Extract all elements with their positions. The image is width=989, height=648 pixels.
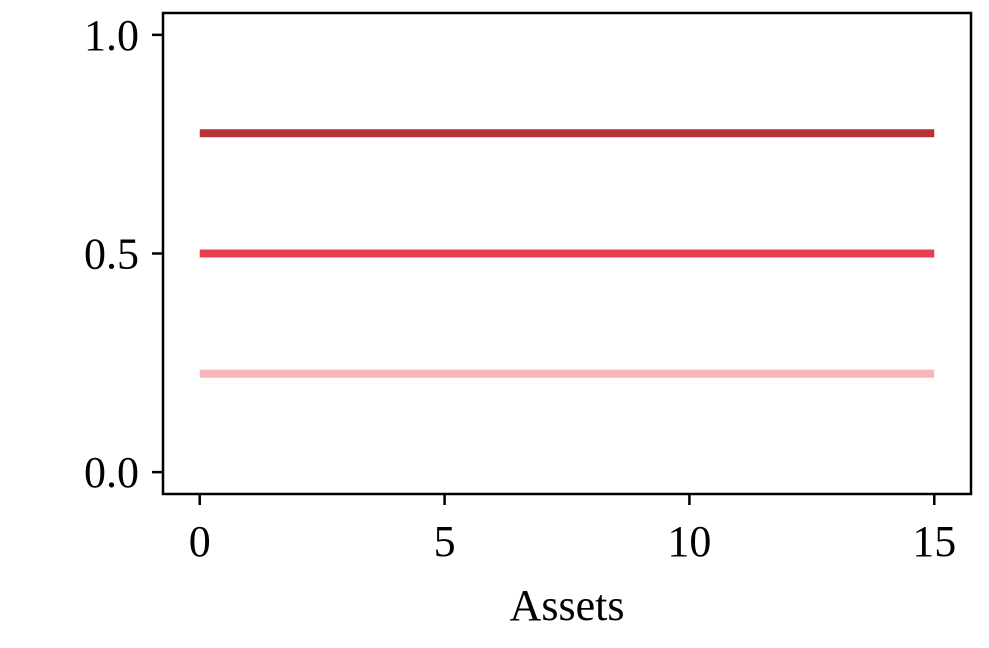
- y-axis: 0.0 0.5 1.0: [84, 11, 163, 497]
- y-tick-label: 0.5: [84, 230, 139, 279]
- x-tick-label: 5: [434, 517, 456, 566]
- series-layer: [199, 129, 935, 378]
- y-tick-label: 0.0: [84, 448, 139, 497]
- y-tick-label: 1.0: [84, 11, 139, 60]
- x-tick-label: 0: [189, 517, 211, 566]
- x-axis: 0 5 10 15: [189, 494, 956, 566]
- x-axis-label: Assets: [510, 581, 625, 630]
- x-tick-label: 10: [667, 517, 711, 566]
- x-tick-label: 15: [912, 517, 956, 566]
